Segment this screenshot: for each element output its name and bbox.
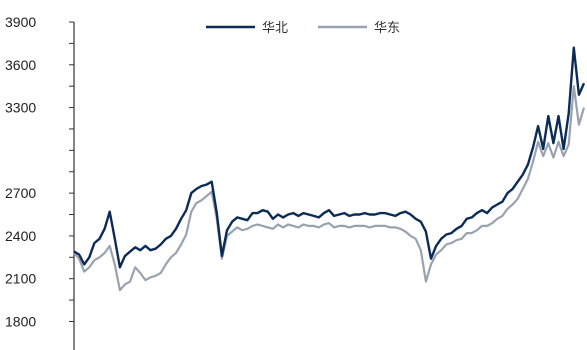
- series-line-huadong: [73, 85, 586, 292]
- legend-label-huadong: 华东: [374, 21, 400, 36]
- legend: 华北 华东: [206, 21, 400, 36]
- y-tick-label: 3900: [5, 14, 36, 30]
- series-lines: [73, 46, 586, 292]
- y-tick-label: 3300: [5, 100, 36, 116]
- legend-label-huabei: 华北: [262, 21, 288, 36]
- y-axis-ticks: 3900 3600 3300 2700 2400 2100 1800: [5, 14, 74, 329]
- y-tick-label: 3600: [5, 57, 36, 73]
- y-tick-label: 1800: [5, 313, 36, 329]
- y-tick-label: 2400: [5, 228, 36, 244]
- y-tick-label: 2700: [5, 185, 36, 201]
- series-line-huabei: [73, 46, 586, 269]
- y-tick-label: 2100: [5, 271, 36, 287]
